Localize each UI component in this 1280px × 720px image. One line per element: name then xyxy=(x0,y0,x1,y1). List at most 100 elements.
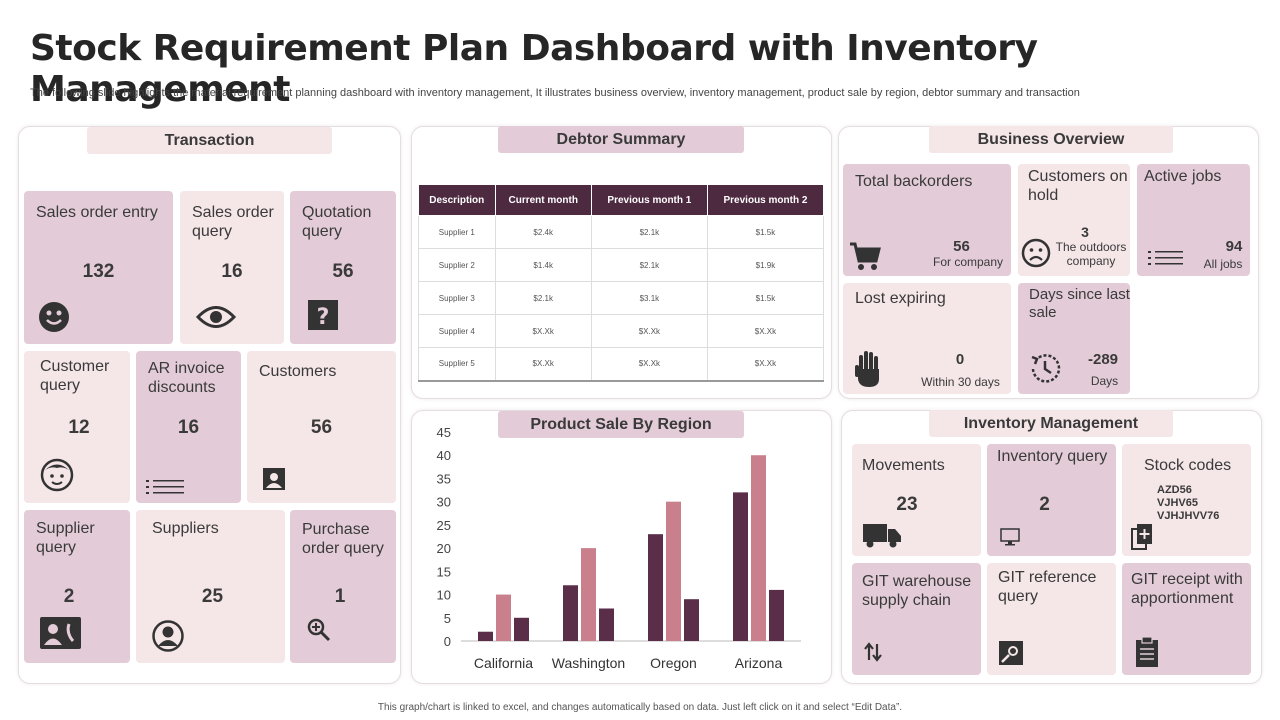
product-sale-chart: 0 5 10 15 20 25 30 35 40 45 California Washington Or… xyxy=(437,425,801,671)
y-tick-label: 45 xyxy=(437,425,451,440)
x-tick-label: Arizona xyxy=(735,655,783,671)
table-cell: $X.Xk xyxy=(706,347,825,382)
table-cell: $2.1k xyxy=(590,248,708,282)
bar-arizona-2 xyxy=(751,455,766,641)
tile-label: Sales order query xyxy=(192,204,274,240)
tile-label: AR invoice discounts xyxy=(148,360,225,396)
tile-label: Days since last sale xyxy=(1029,286,1130,321)
tile-git-warehouse[interactable]: GIT warehouse supply chain xyxy=(852,563,981,675)
bar-california-2 xyxy=(496,594,511,641)
table-cell: Supplier 4 xyxy=(418,314,496,348)
tile-label: Quotation query xyxy=(302,204,372,240)
tile-sales-order-query[interactable]: Sales order query 16 xyxy=(180,191,284,344)
tile-value: -289 xyxy=(1087,351,1119,368)
add-document-icon xyxy=(1131,524,1152,550)
x-tick-label: Oregon xyxy=(650,655,697,671)
x-tick-label: Washington xyxy=(552,655,625,671)
tile-value: 23 xyxy=(896,494,918,515)
table-header: Previous month 1 xyxy=(590,184,708,216)
tile-movements[interactable]: Movements 23 xyxy=(852,444,981,556)
bar-washington-2 xyxy=(581,548,596,641)
tile-supplier-query[interactable]: Supplier query 2 xyxy=(24,510,130,663)
bar-california-3 xyxy=(514,617,529,641)
tile-sub: All jobs xyxy=(1203,257,1243,271)
debtor-summary-title: Debtor Summary xyxy=(498,126,744,153)
history-clock-icon xyxy=(1031,354,1061,383)
tile-ar-invoice-discounts[interactable]: AR invoice discounts 16 xyxy=(136,351,241,503)
zoom-icon xyxy=(307,618,331,642)
table-cell: $2.1k xyxy=(494,281,592,315)
tile-suppliers[interactable]: Suppliers 25 xyxy=(136,510,285,663)
tile-label: Customers on hold xyxy=(1028,168,1128,204)
tile-value: 94 xyxy=(1225,238,1243,255)
smile-icon xyxy=(39,302,69,332)
bar-washington-3 xyxy=(599,608,614,641)
table-row: Supplier 4 $X.Xk $X.Xk $X.Xk xyxy=(418,314,825,348)
tile-label: Stock codes xyxy=(1144,457,1232,474)
tile-value: 1 xyxy=(334,586,346,607)
clipboard-icon xyxy=(1136,637,1158,667)
table-cell: $2.1k xyxy=(590,215,708,249)
tile-value: 16 xyxy=(221,261,243,282)
tile-label: Total backorders xyxy=(855,173,973,190)
monitor-icon xyxy=(1000,528,1020,546)
contact-icon xyxy=(263,468,285,490)
table-cell: $X.Xk xyxy=(494,314,592,348)
inventory-management-title: Inventory Management xyxy=(929,410,1173,437)
bar-oregon-3 xyxy=(684,599,699,641)
tile-value: 3 xyxy=(1081,224,1089,240)
table-cell: Supplier 2 xyxy=(418,248,496,282)
table-header: Previous month 2 xyxy=(706,184,825,216)
tile-days-since-last-sale[interactable]: Days since last sale -289 Days xyxy=(1018,283,1130,394)
y-tick-label: 15 xyxy=(437,564,451,579)
tile-customer-query[interactable]: Customer query 12 xyxy=(24,351,130,503)
tile-quotation-query[interactable]: Quotation query 56 ? xyxy=(290,191,396,344)
list-icon xyxy=(146,480,184,494)
page-subtitle: The following slide highlights the mater… xyxy=(30,87,1080,99)
tile-label: Suppliers xyxy=(152,520,219,537)
tile-customers-on-hold[interactable]: Customers on hold 3 The outdoors company xyxy=(1018,164,1130,276)
tile-label: GIT warehouse supply chain xyxy=(862,573,972,609)
stock-code: AZD56 xyxy=(1157,484,1192,496)
tile-label: Inventory query xyxy=(997,448,1108,465)
tile-customers[interactable]: Customers 56 xyxy=(247,351,396,503)
tile-inventory-query[interactable]: Inventory query 2 xyxy=(987,444,1116,556)
tile-value: 0 xyxy=(955,351,965,368)
tile-value: 132 xyxy=(82,261,115,282)
tile-value: 56 xyxy=(310,417,333,438)
tile-git-reference[interactable]: GIT reference query xyxy=(987,563,1116,675)
tile-value: 2 xyxy=(1039,494,1050,515)
tile-stock-codes[interactable]: Stock codes AZD56 VJHV65 VJHJHVV76 xyxy=(1122,444,1251,556)
tile-purchase-order-query[interactable]: Purchase order query 1 xyxy=(290,510,396,663)
tile-label: Customers xyxy=(259,363,337,380)
tile-label: Movements xyxy=(862,457,945,474)
tile-total-backorders[interactable]: Total backorders 56 For company xyxy=(843,164,1011,276)
tile-value: 16 xyxy=(177,417,200,438)
y-tick-label: 10 xyxy=(437,588,451,603)
y-tick-label: 30 xyxy=(437,495,451,510)
y-tick-label: 20 xyxy=(437,541,451,556)
tile-lost-expiring[interactable]: Lost expiring 0 Within 30 days xyxy=(843,283,1011,394)
tile-sub: For company xyxy=(932,255,1004,269)
tile-active-jobs[interactable]: Active jobs 94 All jobs xyxy=(1137,164,1250,276)
table-header: Current month xyxy=(494,184,592,216)
product-sale-title: Product Sale By Region xyxy=(498,411,744,438)
svg-text:?: ? xyxy=(317,305,330,330)
bar-california-1 xyxy=(478,631,493,641)
bar-washington-1 xyxy=(563,585,578,641)
table-cell: $X.Xk xyxy=(590,347,708,382)
business-overview-title: Business Overview xyxy=(929,126,1173,153)
table-row: Supplier 2 $1.4k $2.1k $1.9k xyxy=(418,248,825,282)
table-cell: Supplier 1 xyxy=(418,215,496,249)
tile-label: GIT receipt with apportionment xyxy=(1131,571,1243,607)
tile-git-receipt[interactable]: GIT receipt with apportionment xyxy=(1122,563,1251,675)
tile-label: Lost expiring xyxy=(855,290,946,307)
y-tick-label: 40 xyxy=(437,448,451,463)
cart-icon xyxy=(850,242,881,270)
truck-icon xyxy=(863,524,901,548)
sort-arrows-icon xyxy=(864,642,882,662)
y-tick-label: 25 xyxy=(437,518,451,533)
table-cell: $2.4k xyxy=(494,215,592,249)
tile-sales-order-entry[interactable]: Sales order entry 132 xyxy=(24,191,173,344)
y-tick-label: 35 xyxy=(437,471,451,486)
